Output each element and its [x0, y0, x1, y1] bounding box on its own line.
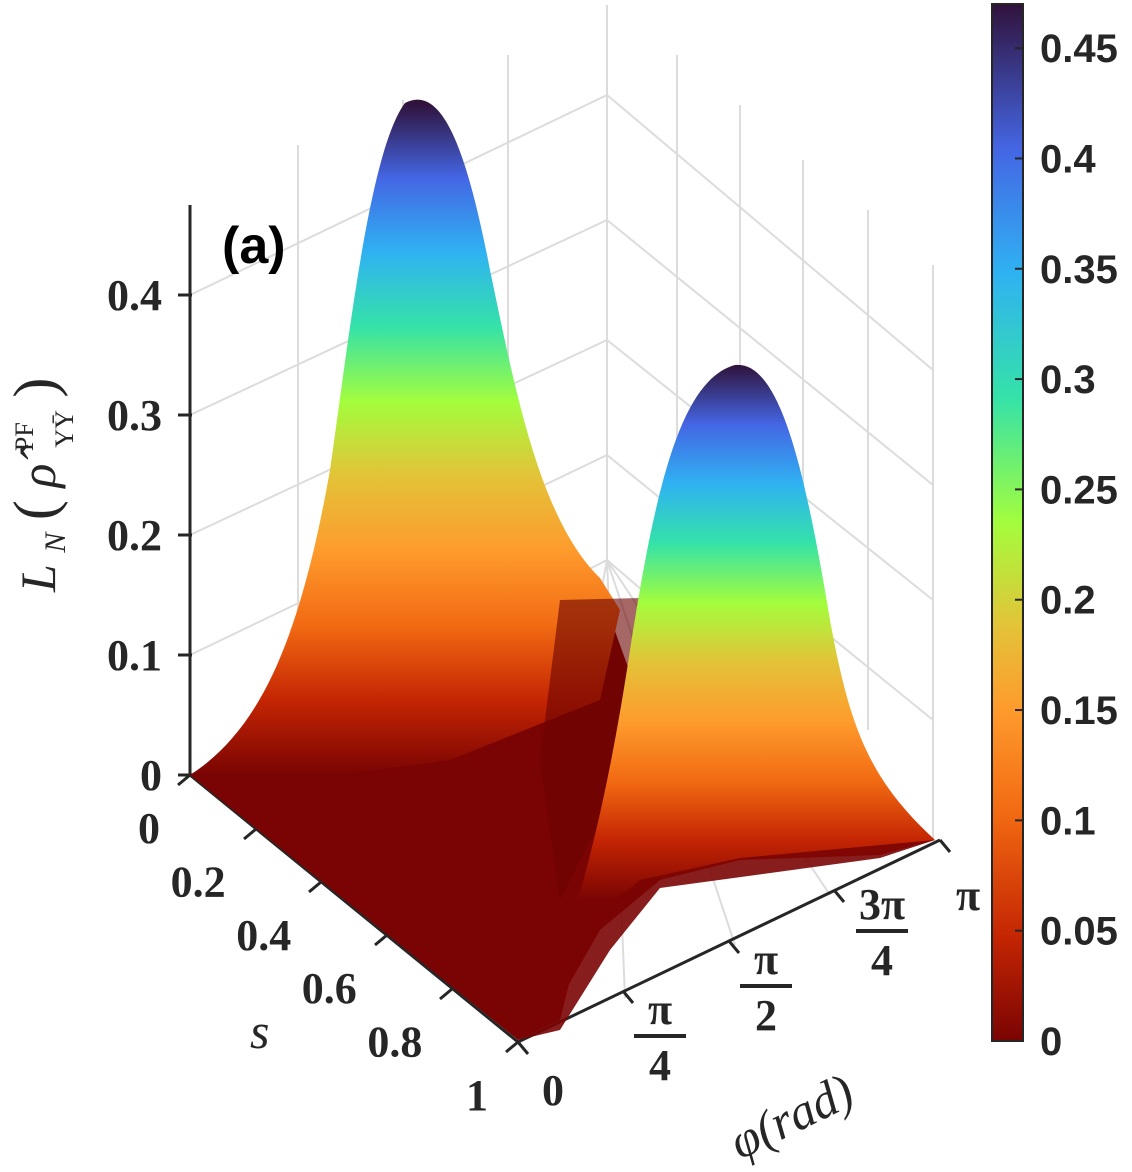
phi-tick-label: π2	[740, 935, 792, 1040]
colorbar-tick-label: 0.2	[1040, 579, 1096, 623]
panel-label: (a)	[222, 217, 286, 275]
phi-tick-denominator: 4	[871, 936, 893, 985]
x-axis-label: s	[250, 1003, 269, 1059]
colorbar-tick-label: 0	[1040, 1020, 1062, 1064]
s-tick-mark	[439, 987, 453, 1001]
s-tick-mark	[505, 1040, 519, 1054]
colorbar-tick-label: 0.45	[1040, 27, 1118, 71]
zlabel-sub2: YȲ	[50, 410, 79, 448]
colorbar-tick-label: 0.3	[1040, 358, 1096, 402]
phi-tick-mark	[516, 1041, 530, 1055]
phi-tick-denominator: 4	[649, 1041, 671, 1090]
s-tick-label: 0.4	[236, 911, 291, 960]
phi-tick-value: π	[956, 871, 980, 920]
surface-peak-small	[518, 364, 935, 1040]
phi-tick-label: π4	[634, 985, 686, 1090]
y-axis-label: φ(rad)	[720, 1062, 862, 1170]
s-tick-mark	[243, 827, 257, 841]
z-axis-label: L N ( ρ̂ PF YȲ )	[0, 378, 84, 593]
grid-line	[189, 338, 934, 601]
colorbar-ticks: 0 0.05 0.1 0.15 0.2 0.25 0.3 0.35 0.4 0.45	[1015, 27, 1118, 1064]
grid-line	[189, 93, 934, 371]
phi-tick-label: 3π4	[856, 880, 908, 985]
z-tick-label: 0.3	[107, 391, 162, 440]
s-tick-labels: 00.20.40.60.8 1	[138, 804, 488, 1120]
z-tick-label: 0.1	[107, 631, 162, 680]
s-tick-mark	[374, 933, 388, 947]
phi-tick-mark	[727, 940, 741, 954]
phi-tick-label: π	[956, 871, 980, 920]
phi-tick-denominator: 2	[755, 991, 777, 1040]
svg-text:L N ( ρ̂: L N ( ρ̂ PF YȲ )	[0, 378, 84, 593]
phi-tick-mark	[621, 990, 635, 1004]
s-tick-label: 0	[138, 804, 160, 853]
phi-tick-mark	[832, 889, 846, 903]
s-tick-mark	[308, 880, 322, 894]
phi-tick-mark	[938, 839, 952, 853]
zlabel-sup: PF	[10, 422, 39, 451]
colorbar-tick-label: 0.4	[1040, 137, 1096, 181]
phi-tick-numerator: π	[648, 985, 672, 1034]
colorbar: 0 0.05 0.1 0.15 0.2 0.25 0.3 0.35 0.4 0.45	[991, 3, 1118, 1064]
z-tick-label: 0	[140, 751, 162, 800]
s-tick-label: 0.6	[302, 964, 357, 1013]
phi-tick-numerator: π	[754, 935, 778, 984]
phi-tick-numerator: 3π	[859, 880, 905, 929]
zlabel-main: L	[10, 565, 66, 593]
s-tick-label: 1	[466, 1071, 488, 1120]
colorbar-tick-label: 0.05	[1040, 910, 1118, 954]
s-axis-line	[189, 773, 519, 1044]
phi-tick-value: 0	[542, 1066, 564, 1115]
z-tick-labels: 0 0.1 0.2 0.3 0.4	[107, 271, 162, 800]
zlabel-sub: N	[39, 531, 72, 554]
s-tick-label: 0.2	[171, 857, 226, 906]
z-tick-label: 0.4	[107, 271, 162, 320]
colorbar-tick-label: 0.35	[1040, 248, 1118, 292]
colorbar-tick-label: 0.15	[1040, 689, 1118, 733]
axes	[177, 205, 952, 1055]
colorbar-tick-label: 0.25	[1040, 468, 1118, 512]
phi-tick-label: 0	[542, 1066, 564, 1115]
colorbar-tick-label: 0.1	[1040, 799, 1096, 843]
s-tick-mark	[177, 773, 191, 787]
surface	[190, 99, 935, 1040]
surface-peak-large	[190, 99, 620, 780]
colorbar-bar	[991, 3, 1024, 1042]
s-tick-label: 0.8	[367, 1018, 422, 1067]
surface-foot	[518, 840, 935, 1040]
z-tick-label: 0.2	[107, 511, 162, 560]
grid-line	[189, 218, 934, 486]
